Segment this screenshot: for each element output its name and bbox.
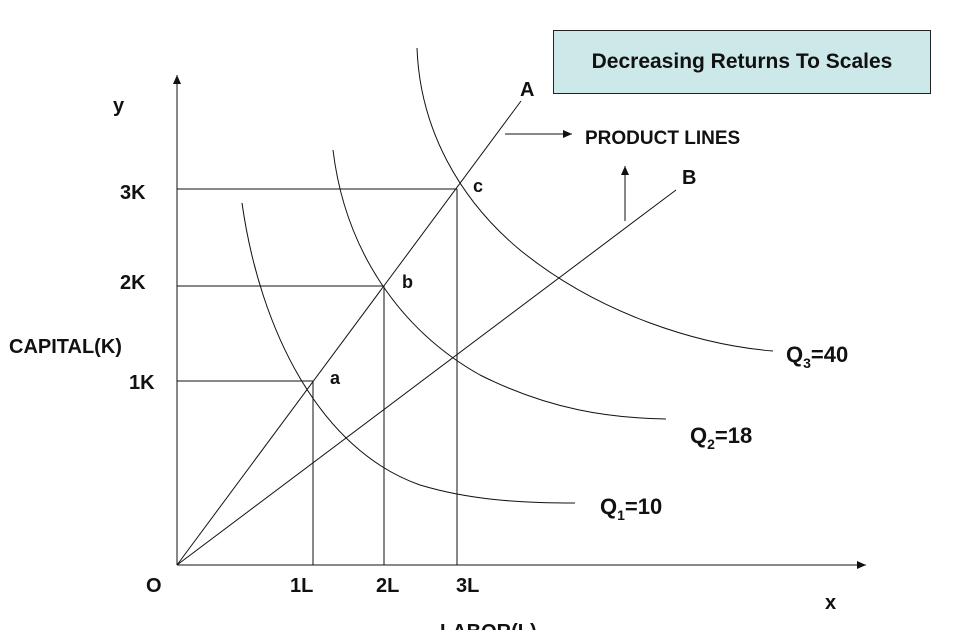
ray-label-a: A <box>520 79 534 101</box>
isoquant-q1-label: Q1=10 <box>600 494 662 523</box>
ray-label-b: B <box>682 167 696 189</box>
labor-tick-label: 2L <box>376 575 399 597</box>
labor-tick-label: 1L <box>290 575 313 597</box>
product-lines-label: PRODUCT LINES <box>585 128 740 149</box>
capital-tick-label: 2K <box>120 272 146 294</box>
point-label-a: a <box>330 368 341 388</box>
capital-tick-label: 1K <box>129 372 155 394</box>
point-label-c: c <box>473 176 483 196</box>
x-axis-label: LABOR(L) <box>440 621 537 630</box>
y-axis-label: CAPITAL(K) <box>9 336 122 358</box>
labor-tick-label: 3L <box>456 575 479 597</box>
isoquant-q2-label: Q2=18 <box>690 423 752 452</box>
capital-tick-label: 3K <box>120 182 146 204</box>
y-axis-letter: y <box>113 95 125 117</box>
isoquant-q2-curve <box>332 149 667 420</box>
isoquant-q3-label: Q3=40 <box>786 342 848 371</box>
point-label-b: b <box>402 272 413 292</box>
isoquant-q3-curve <box>416 47 774 352</box>
diagram-title: Decreasing Returns To Scales <box>553 30 931 94</box>
isoquant-q1-curve <box>241 202 576 504</box>
ray-a-line <box>176 100 522 566</box>
origin-label: O <box>146 575 162 597</box>
x-axis-letter: x <box>825 592 836 614</box>
ray-b-line <box>176 189 677 566</box>
